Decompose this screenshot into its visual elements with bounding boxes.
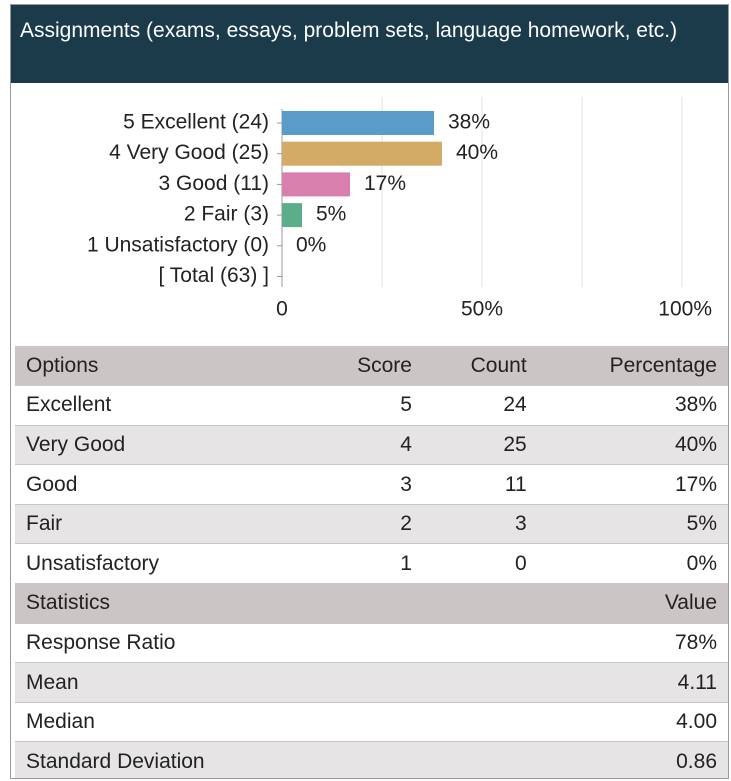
header-title: Assignments (exams, essays, problem sets… — [11, 5, 728, 83]
table-cell: 5 — [309, 385, 423, 426]
table-row: Good 3 11 17% — [15, 464, 728, 505]
table-row: Excellent 5 24 38% — [15, 385, 728, 426]
report-panel: Assignments (exams, essays, problem sets… — [10, 4, 729, 779]
table-row: Mean 4.11 — [15, 662, 728, 703]
column-header: Options — [15, 346, 310, 387]
column-header: Statistics — [15, 583, 310, 624]
table-cell: 1 — [309, 543, 423, 585]
category-label: 1 Unsatisfactory (0) — [87, 233, 269, 256]
table-cell: Unsatisfactory — [15, 543, 310, 585]
x-tick-label: 50% — [461, 298, 503, 321]
table-header-row: Statistics Value — [15, 583, 728, 624]
table-cell: 2 — [309, 504, 423, 545]
bar — [282, 141, 442, 166]
table-cell: 24 — [422, 385, 538, 426]
table-row: Standard Deviation 0.86 — [15, 741, 728, 778]
table-cell: 0.86 — [309, 741, 728, 778]
table-cell: Standard Deviation — [15, 741, 310, 778]
table-cell: 78% — [309, 623, 728, 664]
category-label: 4 Very Good (25) — [109, 141, 269, 164]
total-label: [ Total (63) ] — [159, 264, 270, 287]
table-cell: 4.00 — [309, 702, 728, 743]
table-cell: Good — [15, 464, 310, 505]
table-cell: 5% — [537, 504, 728, 545]
category-label: 5 Excellent (24) — [123, 111, 269, 134]
table-row: Median 4.00 — [15, 702, 728, 743]
table-cell: Excellent — [15, 385, 310, 426]
x-tick-label: 100% — [658, 298, 712, 321]
table-cell: 11 — [422, 464, 538, 505]
category-label: 2 Fair (3) — [184, 203, 269, 226]
value-label: 5% — [316, 203, 346, 226]
column-header: Score — [309, 346, 423, 387]
value-label: 40% — [456, 141, 498, 164]
x-tick-label: 0 — [276, 298, 288, 321]
results-table: Options Score Count Percentage Excellent 5 24 3… — [15, 346, 728, 778]
table-row: Very Good 4 25 40% — [15, 425, 728, 466]
column-header: Percentage — [537, 346, 728, 387]
category-label: 3 Good (11) — [158, 172, 269, 195]
table-row: Unsatisfactory 1 0 0% — [15, 543, 728, 585]
value-label: 17% — [364, 172, 406, 195]
table-cell: 25 — [422, 425, 538, 466]
bar — [282, 172, 350, 197]
value-label: 0% — [296, 233, 326, 256]
table-cell: 0% — [537, 543, 728, 585]
table-cell: Fair — [15, 504, 310, 545]
table-cell: 0 — [422, 543, 538, 585]
table-cell: 3 — [309, 464, 423, 505]
bar — [282, 203, 302, 228]
table-cell: Median — [15, 702, 310, 743]
table-cell: 17% — [537, 464, 728, 505]
table-cell: Mean — [15, 662, 310, 703]
value-label: 38% — [448, 111, 490, 134]
table-cell: Response Ratio — [15, 623, 310, 664]
table-row: Fair 2 3 5% — [15, 504, 728, 545]
table-cell: 40% — [537, 425, 728, 466]
column-header: Value — [309, 583, 728, 624]
bar — [282, 111, 434, 135]
column-header: Count — [422, 346, 538, 387]
table-cell: 38% — [537, 385, 728, 426]
table-cell: 4.11 — [309, 662, 728, 703]
table-row: Response Ratio 78% — [15, 623, 728, 664]
table-cell: 4 — [309, 425, 423, 466]
table-header-row: Options Score Count Percentage — [15, 346, 728, 387]
chart: 0 50% 100% 5 Excellent (24) 38% 4 Very Good (… — [87, 97, 712, 321]
table-cell: Very Good — [15, 425, 310, 466]
table-cell: 3 — [422, 504, 538, 545]
